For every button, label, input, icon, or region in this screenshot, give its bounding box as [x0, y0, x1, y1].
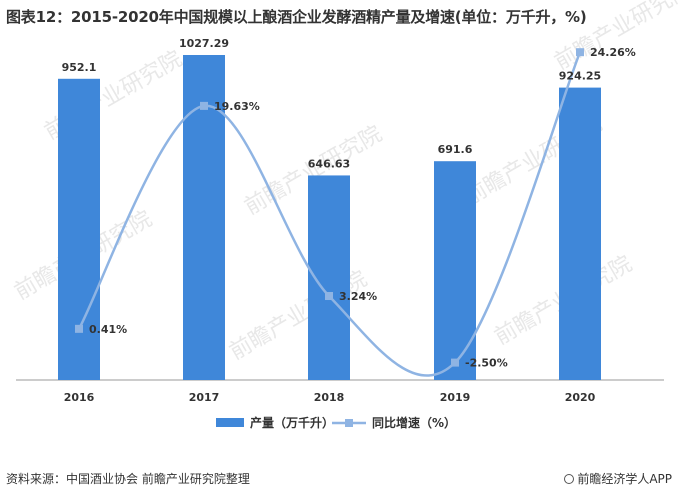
legend: 产量（万千升） 同比增速（%）: [216, 415, 456, 430]
line-point-2019: [451, 358, 459, 367]
x-tick-2019: 2019: [440, 391, 471, 404]
line-label-2019: -2.50%: [465, 357, 508, 370]
x-tick-2020: 2020: [565, 391, 596, 404]
bar-label-2020: 924.25: [559, 70, 601, 83]
chart-title: 图表12：2015-2020年中国规模以上酿酒企业发酵酒精产量及增速(单位：万千…: [6, 8, 587, 26]
line-label-2020: 24.26%: [590, 46, 636, 59]
bar-label-2017: 1027.29: [179, 37, 229, 50]
brand-logo-icon: [564, 474, 575, 484]
legend-production: 产量（万千升）: [250, 415, 334, 430]
bar-label-2016: 952.1: [62, 61, 97, 74]
bar-label-2019: 691.6: [438, 143, 473, 156]
brand-name: 前瞻经济学人APP: [577, 472, 672, 486]
line-point-2017: [200, 101, 208, 110]
x-tick-2017: 2017: [189, 391, 220, 404]
source-note: 资料来源：中国酒业协会 前瞻产业研究院整理: [6, 472, 250, 486]
line-point-2020: [576, 48, 584, 57]
line-label-2017: 19.63%: [214, 100, 260, 113]
line-label-2018: 3.24%: [339, 290, 377, 303]
x-tick-2016: 2016: [64, 391, 95, 404]
line-point-2018: [325, 292, 333, 301]
legend-growth-rate: 同比增速（%）: [372, 415, 456, 430]
brand-footer: 前瞻经济学人APP: [564, 470, 672, 487]
legend-line-marker: [345, 419, 353, 427]
bar-2019: [434, 161, 476, 380]
legend-bar-swatch: [216, 418, 244, 427]
line-point-2016: [75, 324, 83, 333]
bar-2020: [559, 87, 601, 381]
x-tick-2018: 2018: [314, 391, 345, 404]
bar-label-2018: 646.63: [308, 157, 350, 170]
watermark-text: 前瞻产业研究院: [551, 0, 680, 75]
line-label-2016: 0.41%: [89, 323, 127, 336]
